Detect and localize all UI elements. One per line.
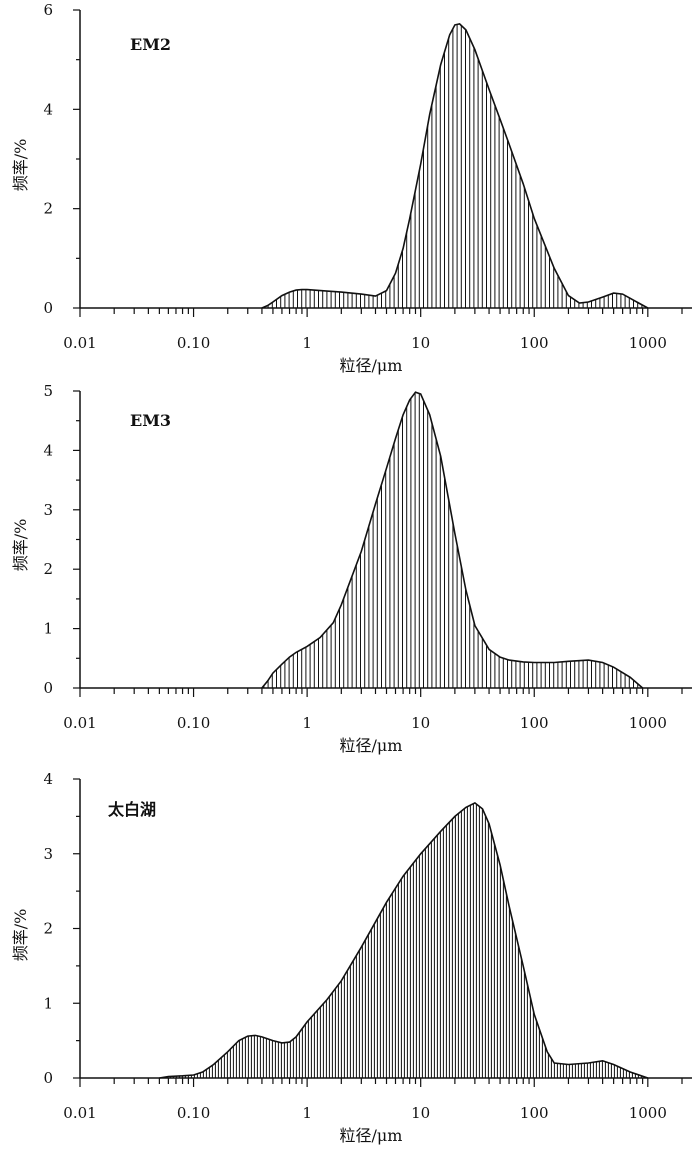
distribution-curve: [159, 801, 649, 1079]
x-tick-label: 0.10: [177, 714, 210, 732]
y-axis-title: 频率/%: [11, 909, 30, 962]
distribution-curve: [261, 391, 644, 689]
distribution-curve: [261, 23, 649, 309]
y-tick-label: 4: [43, 770, 53, 788]
y-tick-label: 3: [43, 501, 53, 519]
x-tick-label: 0.10: [177, 334, 210, 352]
x-tick-label: 0.10: [177, 1104, 210, 1122]
x-ticks: [79, 1078, 683, 1087]
chart-panel-3: 0.01 0.10 1 10 100 1000 0 1 2 3 4 粒径/μm 频率/% 太白湖: [11, 770, 692, 1145]
x-ticks: [79, 688, 683, 697]
x-tick-label: 1000: [629, 1104, 667, 1122]
y-tick-label: 5: [43, 382, 53, 400]
x-tick-label: 10: [411, 714, 430, 732]
x-tick-label: 0.01: [63, 714, 96, 732]
y-tick-label: 2: [43, 560, 53, 578]
y-tick-label: 0: [43, 679, 53, 697]
distribution-area: [159, 802, 648, 1078]
x-axis-title: 粒径/μm: [340, 736, 403, 755]
y-tick-label: 6: [43, 1, 53, 19]
x-tick-label: 10: [411, 1104, 430, 1122]
hatch-lines: [263, 24, 647, 308]
x-tick-label: 1: [302, 1104, 312, 1122]
x-tick-label: 100: [520, 714, 549, 732]
y-tick-label: 4: [43, 441, 53, 459]
y-axis-title: 频率/%: [11, 519, 30, 572]
x-tick-label: 1: [302, 334, 312, 352]
y-tick-label: 1: [43, 620, 53, 638]
panel-label: 太白湖: [107, 800, 156, 819]
x-tick-label: 100: [520, 334, 549, 352]
panel-label: EM3: [130, 411, 171, 430]
chart-panel-2: 0.01 0.10 1 10 100 1000 0 1 2 3 4 5 粒径/μm 频率/% EM3: [11, 382, 692, 755]
y-tick-label: 2: [43, 200, 53, 218]
distribution-area: [261, 23, 648, 309]
panel-label: EM2: [130, 35, 171, 54]
x-tick-label: 1000: [629, 334, 667, 352]
x-ticks: [79, 308, 683, 317]
x-tick-label: 1000: [629, 714, 667, 732]
x-tick-label: 0.01: [63, 334, 96, 352]
x-tick-label: 100: [520, 1104, 549, 1122]
x-axis-title: 粒径/μm: [340, 356, 403, 375]
chart-panel-1: 0.01 0.10 1 10 100 1000 0 2 4 6 粒径/μm 频率/% EM2: [11, 1, 692, 375]
x-tick-label: 0.01: [63, 1104, 96, 1122]
y-tick-label: 4: [43, 100, 53, 118]
y-axis-title: 频率/%: [11, 139, 30, 192]
hatch-lines: [263, 392, 639, 688]
y-tick-label: 0: [43, 1069, 53, 1087]
x-tick-label: 1: [302, 714, 312, 732]
y-tick-label: 3: [43, 845, 53, 863]
y-tick-label: 0: [43, 299, 53, 317]
x-axis-title: 粒径/μm: [340, 1126, 403, 1145]
y-tick-label: 2: [43, 920, 53, 938]
hatch-lines: [160, 803, 645, 1078]
distribution-area: [261, 392, 643, 688]
y-tick-label: 1: [43, 994, 53, 1012]
x-tick-label: 10: [411, 334, 430, 352]
